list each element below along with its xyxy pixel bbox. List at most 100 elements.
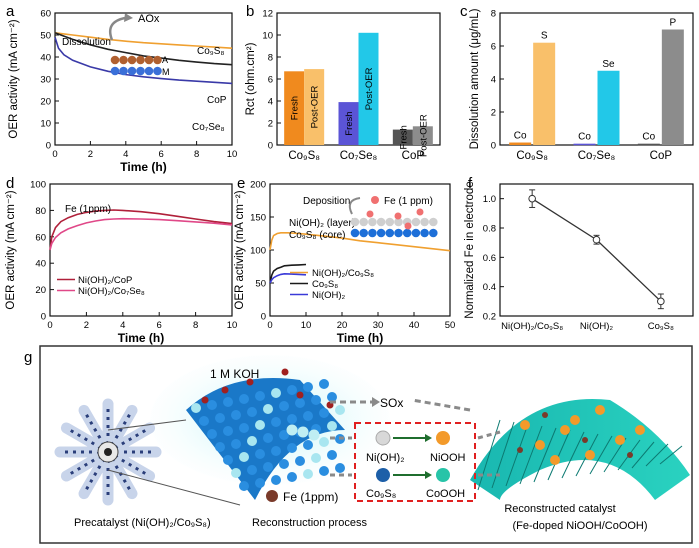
tube-stripe (631, 441, 655, 469)
y-tick-label: 8 (268, 53, 273, 64)
tube-atom (207, 429, 217, 439)
niooh-cluster (535, 440, 545, 450)
x-tick-label: 50 (445, 320, 456, 331)
tube-atom (271, 475, 281, 485)
a-layer-ball (127, 55, 137, 65)
chart-e: 0 50 100 150 200 0 10 20 30 40 50 Time (h) OER activ… (234, 180, 455, 346)
link-out-1 (477, 430, 501, 440)
fe-site (582, 437, 588, 443)
niooh-cluster (595, 405, 605, 415)
fe-ball (404, 222, 412, 230)
tube-atom (327, 450, 337, 460)
tube-atom (319, 379, 329, 389)
legend-label-0: Ni(OH)₂/CoP (78, 275, 132, 286)
m-layer-ball (144, 66, 154, 76)
core-label: Co₉S₈ (core) (289, 230, 345, 241)
reconstruction-tube (186, 368, 345, 500)
tube-atom (295, 398, 305, 408)
core-ball (411, 228, 421, 238)
panel-letter-b: b (246, 3, 254, 20)
category-label-2: CoP (402, 150, 425, 162)
chart-b: 0 2 4 6 8 10 12 Rct (ohm.cm²) Fresh Post-OER Co₉S₈… (245, 9, 441, 162)
inset-deposition: Deposition Fe (1 ppm) Ni(OH)₂ (layer) Co… (289, 196, 438, 241)
bar-post-oer-1 (358, 32, 379, 145)
bar-fresh-2 (392, 129, 413, 145)
layer-ball (385, 217, 395, 227)
tube-atom (223, 426, 233, 436)
tube-atom (215, 413, 225, 423)
data-point-0 (528, 194, 536, 203)
tube-atom (207, 400, 217, 410)
bar-post-oer-0 (304, 69, 325, 145)
schematic-g: 1 M KOH SOx Ni(OH)₂ NiOOH Co₉S₈ CoOOH Fe… (39, 345, 693, 544)
y-tick-label: 0.2 (483, 312, 496, 323)
core-dot (104, 448, 112, 456)
layer-ball (394, 217, 403, 227)
panel-letter-c: c (460, 3, 468, 20)
y-tick-label: 2 (491, 108, 496, 119)
tube-atom (303, 469, 313, 479)
layer-ball (350, 217, 360, 227)
x-tick-label: 40 (409, 320, 420, 331)
tube-stripe (589, 435, 613, 475)
y-tick-label: 20 (35, 285, 46, 296)
nioh-atom (297, 426, 309, 438)
bar-anion-1 (597, 70, 620, 145)
panel-letter-e: e (237, 175, 245, 192)
tube-atom (255, 391, 265, 401)
x-tick-label: 8 (193, 320, 198, 331)
tube-atom (263, 433, 273, 443)
fe-ball (394, 212, 402, 220)
bar-label-fresh-2: Fresh (398, 125, 409, 149)
bar-value-label-anion-2: P (669, 18, 676, 29)
y-tick-label: 100 (250, 246, 266, 257)
y-tick-label: 0 (268, 141, 273, 152)
x-tick-label: 4 (123, 149, 128, 160)
panel-letter-f: f (468, 175, 473, 192)
tube-atom (215, 442, 225, 452)
y-tick-label: 1.0 (483, 194, 496, 205)
bar-label-post-oer-0: Post-OER (310, 86, 321, 129)
m-layer-ball (110, 66, 120, 76)
fe-site (517, 447, 523, 453)
y-axis-label: Rct (ohm.cm²) (245, 42, 257, 115)
tube-atom (319, 437, 329, 447)
bar-anion-2 (661, 29, 684, 145)
fe-ball (416, 208, 424, 216)
chart-d: 0 20 40 60 80 100 0 2 4 6 8 10 Time (h) OER activity … (5, 180, 237, 346)
y-tick-label: 6 (491, 42, 496, 53)
precatalyst-label: Precatalyst (Ni(OH)₂/Co₉S₈) (74, 517, 211, 529)
tube-atom (191, 403, 201, 413)
series-line-co-s (54, 32, 233, 49)
tube-atom (335, 405, 345, 415)
tube-atom (287, 385, 297, 395)
y-tick-label: 80 (35, 206, 46, 217)
layer-ball (368, 217, 377, 227)
tube-atom (239, 394, 249, 404)
category-label-2: CoP (650, 150, 673, 162)
sox-arrow-head-icon (372, 397, 380, 407)
tube-atom (287, 472, 297, 482)
layer-ball (376, 217, 386, 227)
a-layer-ball (110, 55, 120, 65)
x-tick-label: 6 (157, 320, 162, 331)
cos-ball-icon (376, 468, 390, 482)
tube-atom (239, 452, 249, 462)
x-tick-label: 0 (47, 320, 52, 331)
so-ion (201, 396, 209, 404)
chart-f: 0.2 0.4 0.6 0.8 1.0 Normalized Fe in electrod… (464, 181, 694, 332)
y-tick-label: 0 (46, 141, 51, 152)
bar-value-label-anion-1: Se (602, 59, 615, 70)
x-tick-label: 4 (120, 320, 125, 331)
m-layer-ball (136, 66, 145, 76)
tube-atom (255, 449, 265, 459)
tube-atom (247, 407, 257, 417)
y-tick-label: 10 (262, 31, 273, 42)
nioh-atom (286, 424, 298, 436)
reaction-box (354, 422, 476, 502)
y-tick-label: 20 (40, 97, 51, 108)
a-layer-ball (144, 55, 154, 65)
core-ball (385, 228, 395, 238)
dissolution-label: Dissolution (62, 37, 111, 48)
